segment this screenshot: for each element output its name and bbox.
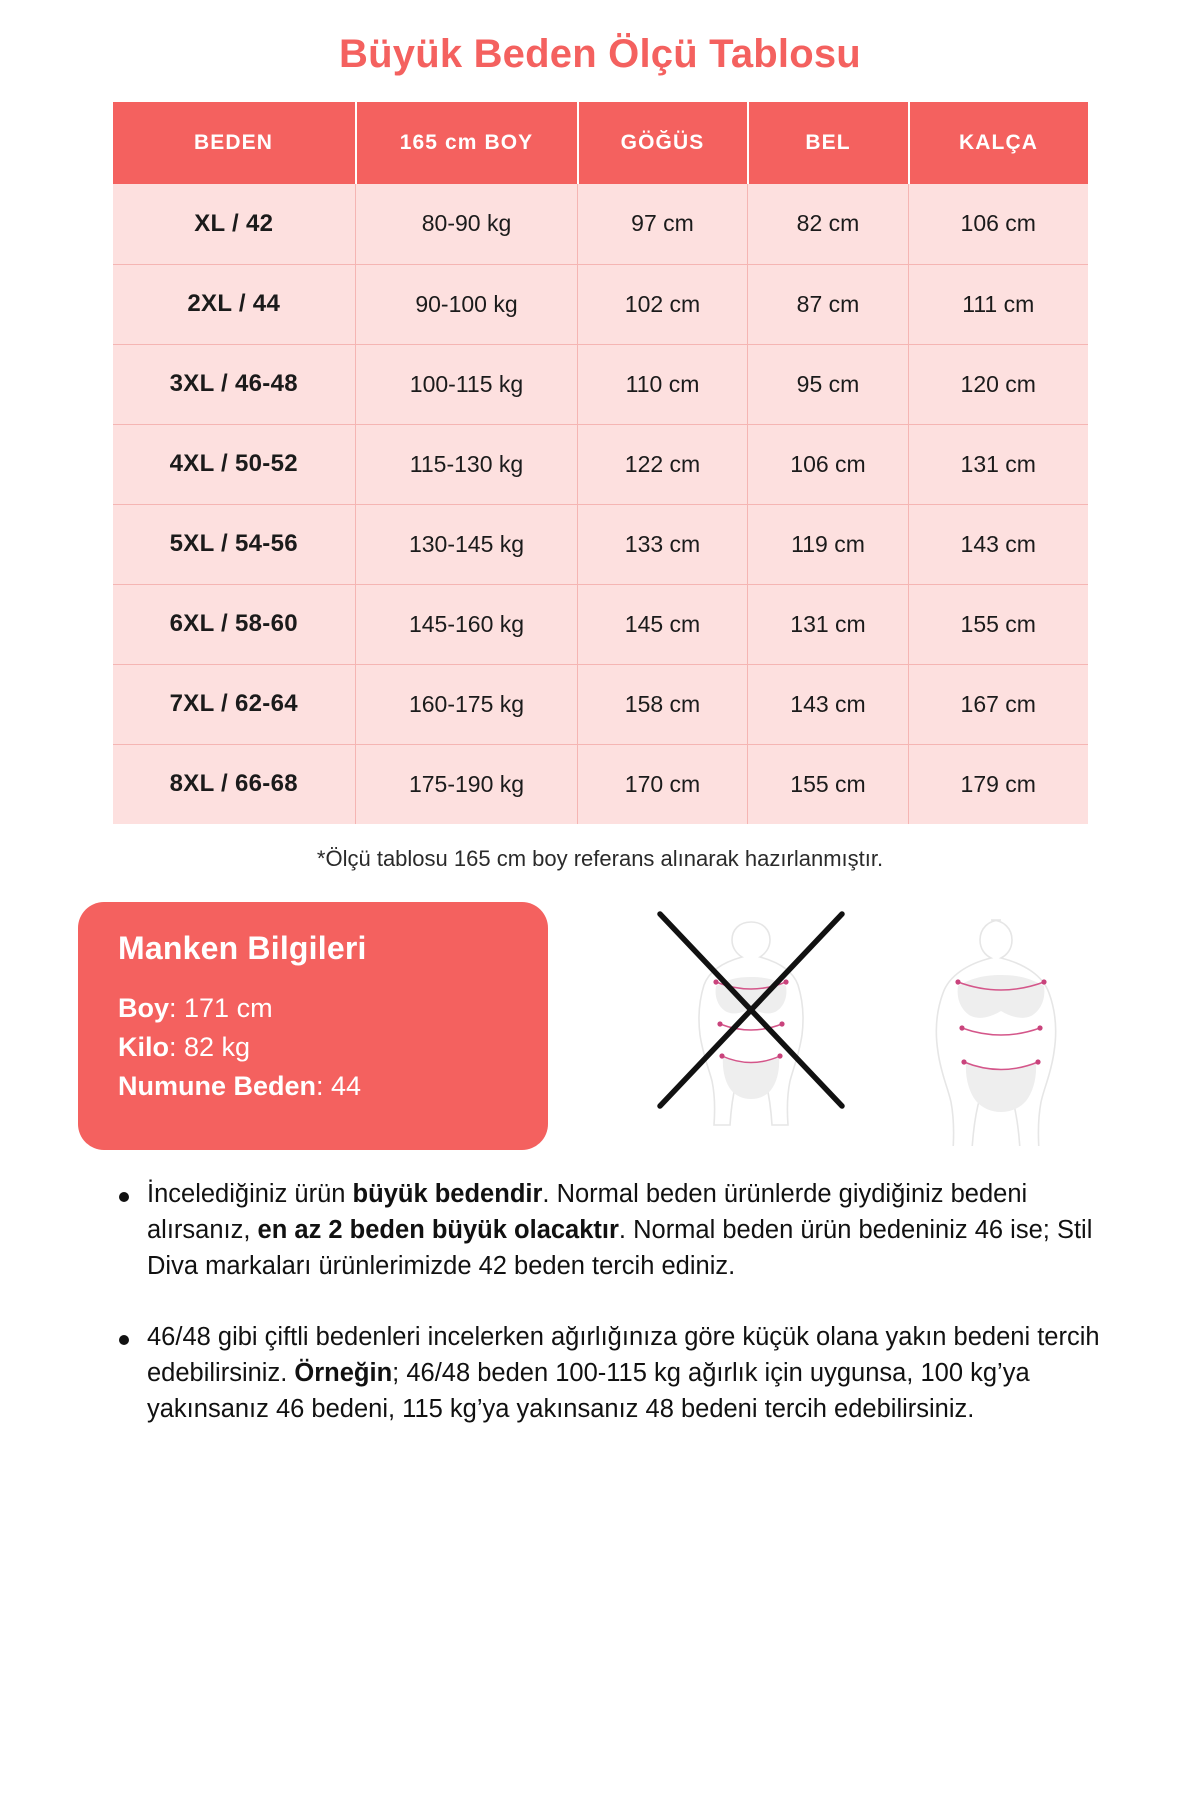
model-weight-line: Kilo: 82 kg — [118, 1028, 514, 1067]
crossed-out-body-figure — [646, 906, 856, 1146]
cell-gogus: 97 cm — [577, 184, 748, 265]
cell-bel: 95 cm — [747, 344, 909, 425]
table-footnote: *Ölçü tablosu 165 cm boy referans alınar… — [316, 846, 884, 871]
model-info-section: Manken Bilgileri Boy: 171 cm Kilo: 82 kg… — [30, 902, 1170, 1150]
column-header-boy: 165 cm BOY — [355, 102, 579, 184]
table-row: 5XL / 54-56 130-145 kg 133 cm 119 cm 143… — [112, 504, 1088, 585]
model-weight-value: : 82 kg — [169, 1032, 251, 1063]
table-row: 2XL / 44 90-100 kg 102 cm 87 cm 111 cm — [112, 264, 1088, 345]
table-row: 7XL / 62-64 160-175 kg 158 cm 143 cm 167… — [112, 664, 1088, 745]
column-header-bel: BEL — [747, 102, 910, 184]
column-header-beden: BEDEN — [112, 102, 357, 184]
model-weight-label: Kilo — [118, 1032, 169, 1063]
plus-size-body-figure — [896, 906, 1106, 1146]
cell-beden: 3XL / 46-48 — [112, 344, 356, 425]
cell-gogus: 145 cm — [577, 584, 748, 665]
cell-beden: 8XL / 66-68 — [112, 744, 356, 824]
table-row: XL / 42 80-90 kg 97 cm 82 cm 106 cm — [112, 184, 1088, 265]
cell-kalca: 131 cm — [908, 424, 1088, 505]
cell-kalca: 143 cm — [908, 504, 1088, 585]
cell-bel: 87 cm — [747, 264, 909, 345]
size-table-container: BEDEN 165 cm BOY GÖĞÜS BEL KALÇA XL / 42… — [112, 102, 1088, 824]
cell-kalca: 120 cm — [908, 344, 1088, 425]
table-row: 3XL / 46-48 100-115 kg 110 cm 95 cm 120 … — [112, 344, 1088, 425]
model-sample-size-value: : 44 — [316, 1071, 362, 1102]
model-info-heading: Manken Bilgileri — [118, 930, 367, 966]
cell-bel: 143 cm — [747, 664, 909, 745]
cell-kalca: 106 cm — [908, 184, 1088, 265]
cell-boy: 130-145 kg — [355, 504, 578, 585]
cell-boy: 100-115 kg — [355, 344, 578, 425]
cross-out-mark — [657, 911, 845, 1109]
body-figures — [548, 902, 1170, 1146]
table-header-row: BEDEN 165 cm BOY GÖĞÜS BEL KALÇA — [112, 102, 1088, 184]
cell-boy: 80-90 kg — [355, 184, 578, 265]
model-sample-size-label: Numune Beden — [118, 1071, 317, 1102]
bullet-icon — [119, 1334, 129, 1345]
model-info-card: Manken Bilgileri Boy: 171 cm Kilo: 82 kg… — [78, 902, 548, 1150]
column-header-gogus: GÖĞÜS — [577, 102, 749, 184]
cell-kalca: 111 cm — [908, 264, 1088, 345]
cell-beden: XL / 42 — [112, 184, 356, 265]
cell-gogus: 158 cm — [577, 664, 748, 745]
cell-beden: 7XL / 62-64 — [112, 664, 356, 745]
cell-boy: 90-100 kg — [355, 264, 578, 345]
model-height-label: Boy — [118, 993, 170, 1023]
cell-kalca: 179 cm — [908, 744, 1088, 824]
page-title: Büyük Beden Ölçü Tablosu — [339, 32, 861, 76]
table-row: 6XL / 58-60 145-160 kg 145 cm 131 cm 155… — [112, 584, 1088, 665]
cell-bel: 82 cm — [747, 184, 909, 265]
cell-gogus: 110 cm — [577, 344, 748, 425]
table-row: 4XL / 50-52 115-130 kg 122 cm 106 cm 131… — [112, 424, 1088, 505]
cell-beden: 5XL / 54-56 — [112, 504, 356, 585]
cell-bel: 106 cm — [747, 424, 909, 505]
cell-bel: 131 cm — [747, 584, 909, 665]
notes-list: İncelediğiniz ürün büyük bedendir. Norma… — [95, 1176, 1105, 1427]
cell-beden: 4XL / 50-52 — [112, 424, 356, 505]
cell-beden: 2XL / 44 — [112, 264, 356, 345]
cell-kalca: 155 cm — [908, 584, 1088, 665]
cell-kalca: 167 cm — [908, 664, 1088, 745]
size-table: BEDEN 165 cm BOY GÖĞÜS BEL KALÇA XL / 42… — [112, 102, 1088, 824]
model-height-value: : 171 cm — [169, 993, 273, 1023]
list-item: 46/48 gibi çiftli bedenleri incelerken a… — [113, 1319, 1105, 1428]
table-row: 8XL / 66-68 175-190 kg 170 cm 155 cm 179… — [112, 744, 1088, 824]
bullet-icon — [119, 1192, 129, 1202]
column-header-kalca: KALÇA — [908, 102, 1088, 184]
cell-boy: 115-130 kg — [355, 424, 578, 505]
cell-gogus: 170 cm — [577, 744, 748, 824]
list-item: İncelediğiniz ürün büyük bedendir. Norma… — [113, 1176, 1105, 1285]
cell-gogus: 102 cm — [577, 264, 748, 345]
table-header: BEDEN 165 cm BOY GÖĞÜS BEL KALÇA — [112, 102, 1088, 184]
note-text: 46/48 gibi çiftli bedenleri incelerken a… — [147, 1322, 1100, 1424]
cell-gogus: 133 cm — [577, 504, 748, 585]
model-height-line: Boy: 171 cm — [118, 989, 514, 1028]
cell-boy: 160-175 kg — [355, 664, 578, 745]
cell-beden: 6XL / 58-60 — [112, 584, 356, 665]
cell-bel: 155 cm — [747, 744, 909, 824]
cell-boy: 175-190 kg — [355, 744, 578, 824]
cell-bel: 119 cm — [747, 504, 909, 585]
cell-gogus: 122 cm — [577, 424, 748, 505]
model-sample-size-line: Numune Beden: 44 — [118, 1067, 514, 1106]
cell-boy: 145-160 kg — [355, 584, 578, 665]
note-text: İncelediğiniz ürün büyük bedendir. Norma… — [147, 1180, 1093, 1281]
table-body: XL / 42 80-90 kg 97 cm 82 cm 106 cm 2XL … — [112, 184, 1088, 824]
